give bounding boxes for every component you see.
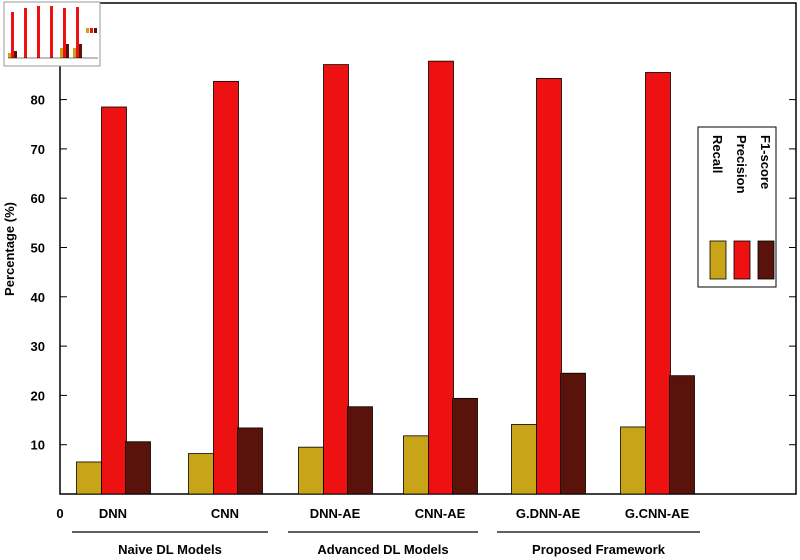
bar-f1-score bbox=[237, 427, 263, 495]
x-category-label: CNN bbox=[211, 506, 239, 521]
x-axis-groups: Naive DL Models Advanced DL Models Propose… bbox=[72, 531, 700, 557]
x-category-label: G.CNN-AE bbox=[625, 506, 690, 521]
bar-f1-score bbox=[452, 397, 478, 495]
bar-recall bbox=[76, 461, 102, 495]
x-category-label: G.DNN-AE bbox=[516, 506, 581, 521]
bar-recall bbox=[620, 426, 646, 495]
bar-precision bbox=[428, 60, 454, 495]
legend-swatch bbox=[733, 240, 751, 280]
y-tick-label: 0 bbox=[56, 506, 63, 521]
legend-label: Recall bbox=[710, 135, 725, 173]
y-tick-label: 10 bbox=[31, 438, 45, 453]
group-label: Advanced DL Models bbox=[317, 542, 448, 557]
bar-recall bbox=[403, 435, 429, 495]
y-tick-label: 20 bbox=[31, 388, 45, 403]
bar-recall bbox=[511, 424, 537, 495]
y-tick-label: 50 bbox=[31, 241, 45, 256]
bar-precision bbox=[101, 106, 127, 495]
legend-swatch bbox=[709, 240, 727, 280]
bar-recall bbox=[298, 446, 324, 495]
bar-f1-score bbox=[347, 406, 373, 495]
bar-precision bbox=[323, 64, 349, 495]
group-label: Naive DL Models bbox=[118, 542, 222, 557]
legend: Recall Precision F1-score bbox=[697, 126, 777, 288]
y-axis-label: Percentage (%) bbox=[2, 202, 17, 296]
x-category-label: DNN bbox=[99, 506, 127, 521]
bar-precision bbox=[645, 72, 671, 495]
y-axis: 0 10 20 30 40 50 60 70 80 bbox=[31, 93, 796, 521]
y-tick-label: 70 bbox=[31, 142, 45, 157]
y-tick-label: 80 bbox=[31, 93, 45, 108]
x-category-label: DNN-AE bbox=[310, 506, 361, 521]
group-label: Proposed Framework bbox=[532, 542, 666, 557]
bar-recall bbox=[188, 453, 214, 495]
legend-label: F1-score bbox=[758, 135, 773, 189]
y-tick-label: 30 bbox=[31, 339, 45, 354]
bar-f1-score bbox=[669, 375, 695, 495]
x-category-label: CNN-AE bbox=[415, 506, 466, 521]
x-axis-categories: DNN CNN DNN-AE CNN-AE G.DNN-AE G.CNN-AE bbox=[99, 506, 690, 521]
bar-precision bbox=[536, 78, 562, 495]
y-tick-label: 40 bbox=[31, 290, 45, 305]
bar-f1-score bbox=[560, 372, 586, 495]
bar-precision bbox=[213, 80, 239, 495]
bar-f1-score bbox=[125, 441, 151, 495]
bars bbox=[76, 60, 695, 495]
y-tick-label: 60 bbox=[31, 191, 45, 206]
thumbnail-inset bbox=[3, 1, 101, 67]
legend-swatch bbox=[757, 240, 775, 280]
legend-label: Precision bbox=[734, 135, 749, 194]
